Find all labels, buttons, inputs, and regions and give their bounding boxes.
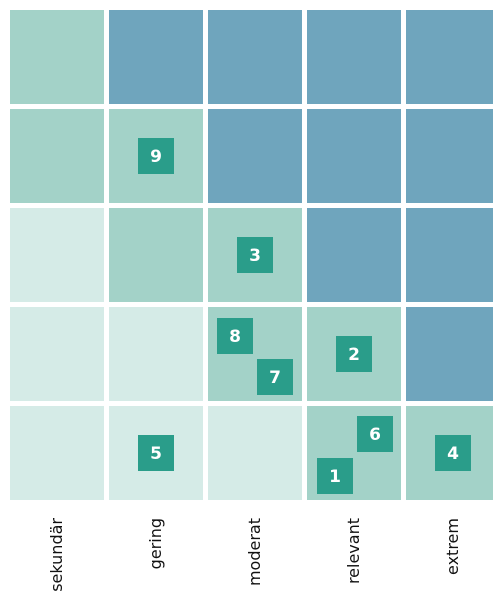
risk-marker-label: 2 [348,345,360,365]
matrix-cell [406,10,493,104]
risk-marker [138,138,174,174]
risk-marker [217,318,253,354]
matrix-cell [307,109,401,203]
risk-marker-label: 7 [269,368,281,388]
matrix-cell [307,208,401,302]
matrix-cell [208,406,302,500]
matrix-cell [208,10,302,104]
risk-marker-label: 4 [447,444,459,464]
risk-marker [336,336,372,372]
matrix-cell [109,307,203,401]
risk-marker-label: 6 [369,425,381,445]
column-label: extrem [443,518,462,575]
matrix-cell [109,10,203,104]
risk-marker [435,435,471,471]
matrix-cell [10,406,104,500]
matrix-cell [406,109,493,203]
risk-marker-label: 5 [150,444,162,464]
matrix-cell [10,109,104,203]
risk-marker [257,359,293,395]
column-label: sekundär [47,518,66,592]
risk-marker-label: 3 [249,246,261,266]
risk-marker-label: 8 [229,327,241,347]
matrix-cell [406,208,493,302]
risk-marker [357,416,393,452]
risk-marker [317,458,353,494]
matrix-cell [10,307,104,401]
risk-marker-label: 9 [150,147,162,167]
matrix-cell [307,10,401,104]
column-label: moderat [245,518,264,586]
risk-marker [237,237,273,273]
column-label: gering [146,518,165,569]
matrix-cell [10,208,104,302]
matrix-cell [208,109,302,203]
matrix-cell [109,208,203,302]
risk-marker-label: 1 [329,467,341,487]
column-label: relevant [344,518,363,584]
matrix-cell [10,10,104,104]
risk-marker [138,435,174,471]
matrix-cell [406,307,493,401]
